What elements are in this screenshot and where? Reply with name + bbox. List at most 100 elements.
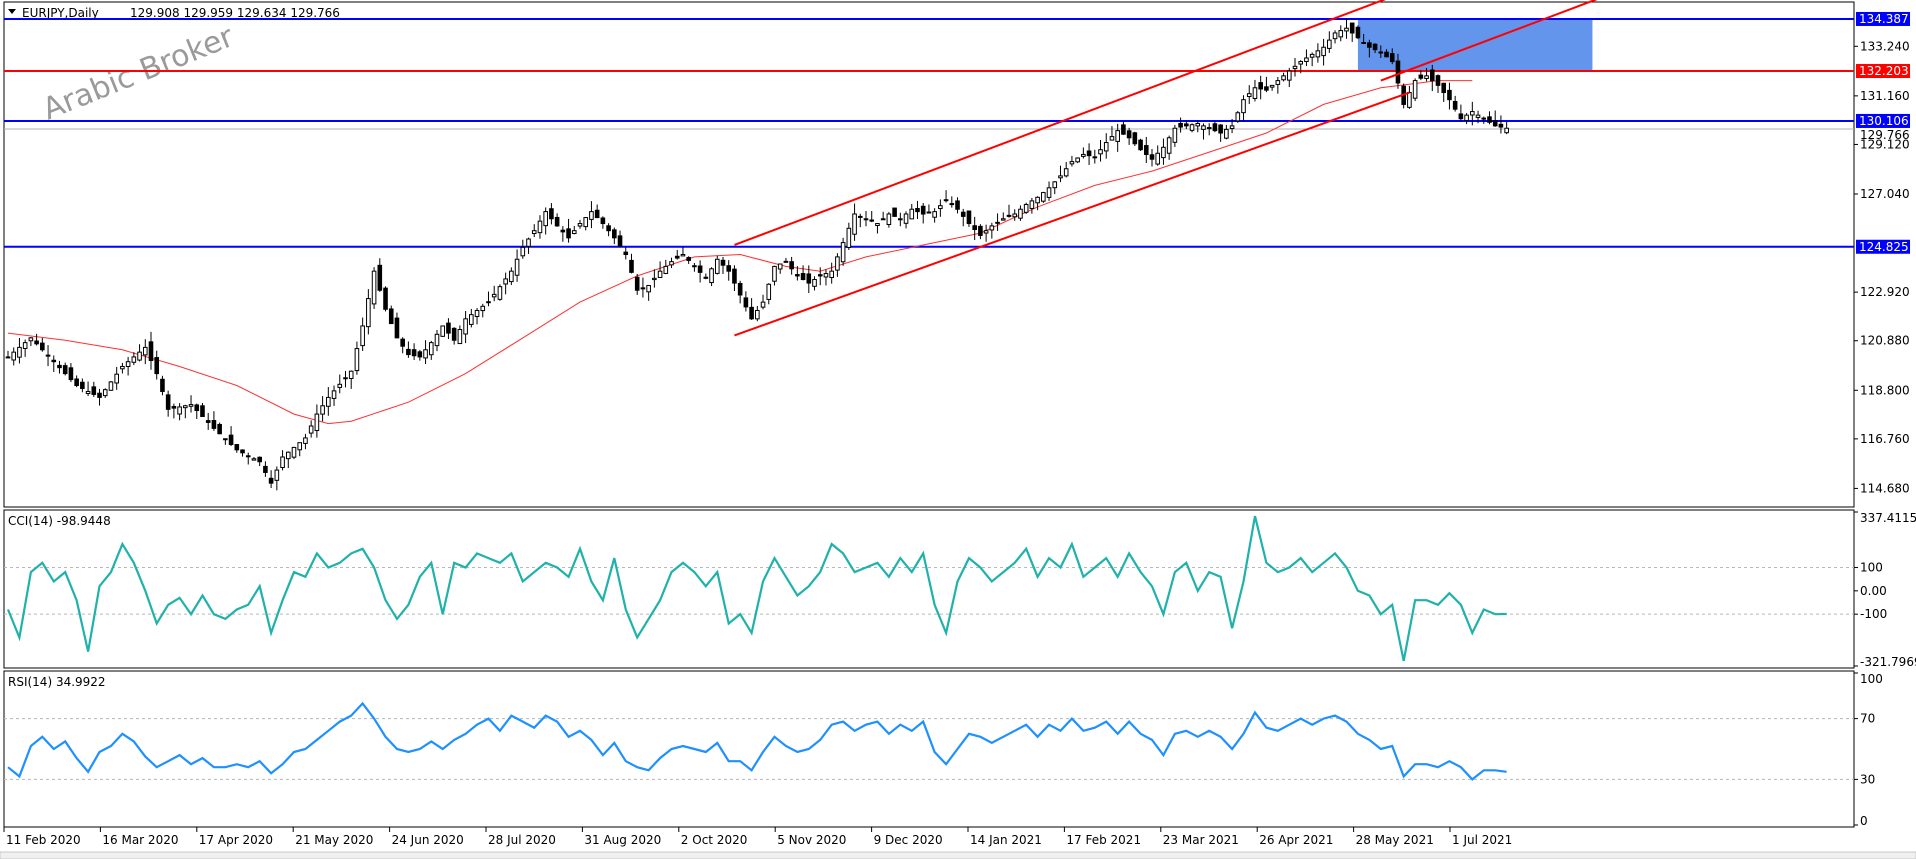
candle [634, 273, 640, 295]
candle [938, 199, 943, 217]
candle-body [1109, 136, 1115, 141]
candle-body [1407, 92, 1412, 108]
cci-tick-label: -100 [1860, 607, 1887, 621]
candle-body [326, 396, 331, 407]
candle-body [486, 301, 491, 304]
candle [28, 337, 34, 347]
candle [251, 456, 257, 461]
candle-body [732, 268, 737, 284]
candle-body [245, 455, 251, 458]
candle-body [789, 261, 794, 270]
candle [423, 340, 428, 365]
candle-body [1058, 175, 1063, 179]
candle [755, 305, 760, 322]
candle [1000, 212, 1006, 221]
candle [1315, 43, 1321, 63]
candle [1229, 118, 1235, 134]
candle-body [577, 223, 583, 227]
price-tick-label: 114.680 [1860, 481, 1910, 495]
candle-body [703, 276, 709, 279]
candle [589, 201, 594, 229]
candle-body [943, 199, 949, 202]
candle [612, 227, 617, 245]
candle-body [646, 284, 651, 293]
candle [62, 362, 68, 376]
candle [303, 433, 308, 450]
candle-body [171, 406, 177, 409]
candle [1184, 120, 1189, 130]
candle-body [743, 297, 749, 308]
candle [1470, 101, 1475, 126]
candle-body [1367, 42, 1372, 48]
candle-body [62, 365, 68, 375]
candle [1126, 127, 1132, 145]
candle [1018, 205, 1023, 221]
candle-body [766, 283, 772, 300]
candle-body [469, 314, 474, 325]
candle [1372, 43, 1378, 54]
candle [915, 200, 920, 220]
candle [983, 224, 989, 242]
rsi-title: RSI(14) 34.9922 [8, 675, 106, 689]
dropdown-triangle-icon[interactable] [8, 9, 16, 14]
candle [406, 341, 411, 358]
price-axis: 133.240 131.160 129.120 127.040 122.920 120.8… [1854, 39, 1910, 495]
candle [177, 403, 182, 421]
price-tick-label: 122.920 [1860, 285, 1910, 299]
candle [606, 223, 611, 237]
candle-body [411, 349, 417, 357]
candle-body [1012, 213, 1018, 218]
candle [1058, 165, 1063, 183]
candle [1355, 25, 1361, 40]
candle-body [240, 449, 245, 454]
candle [617, 230, 623, 248]
candle [777, 263, 783, 274]
candle-body [1018, 208, 1023, 219]
candle-body [154, 357, 160, 375]
candle-body [423, 349, 428, 359]
candle-body [669, 261, 674, 266]
candle-body [1126, 130, 1132, 139]
candle-body [1092, 156, 1098, 159]
candle-body [714, 258, 720, 274]
candle [960, 208, 966, 227]
candle [692, 262, 697, 272]
candle [1321, 38, 1326, 66]
candle-body [434, 333, 440, 347]
candle [154, 350, 160, 380]
cci-pane[interactable] [3, 509, 1855, 669]
candle [623, 246, 629, 260]
candle [377, 258, 383, 292]
candle [503, 272, 508, 295]
candle-body [709, 268, 714, 284]
candle [1275, 76, 1281, 94]
candle [1121, 122, 1126, 135]
candle [291, 446, 297, 460]
candle [583, 217, 589, 231]
candle [1361, 34, 1366, 45]
candle-body [183, 405, 188, 409]
candle-body [726, 265, 732, 272]
candle-body [852, 213, 857, 235]
candle-body [451, 327, 457, 341]
price-tick-label: 129.120 [1860, 137, 1910, 151]
candle [131, 352, 137, 366]
rsi-layer: 100 70 30 0 [4, 672, 1883, 828]
candle-body [1081, 153, 1086, 157]
candle [337, 374, 343, 394]
candle [228, 426, 234, 447]
candle-body [45, 354, 51, 357]
candle [1041, 191, 1046, 203]
price-tags-layer: 134.387 132.203 130.106 124.825 [1856, 12, 1910, 254]
rsi-pane[interactable] [3, 670, 1855, 828]
candle [366, 289, 371, 335]
candle [549, 203, 554, 225]
price-pane[interactable] [3, 1, 1855, 508]
candle [1389, 48, 1395, 65]
candle [520, 239, 526, 259]
candle-body [400, 338, 405, 347]
candle-body [223, 438, 228, 441]
candle-body [1023, 203, 1029, 213]
candle [926, 204, 932, 214]
